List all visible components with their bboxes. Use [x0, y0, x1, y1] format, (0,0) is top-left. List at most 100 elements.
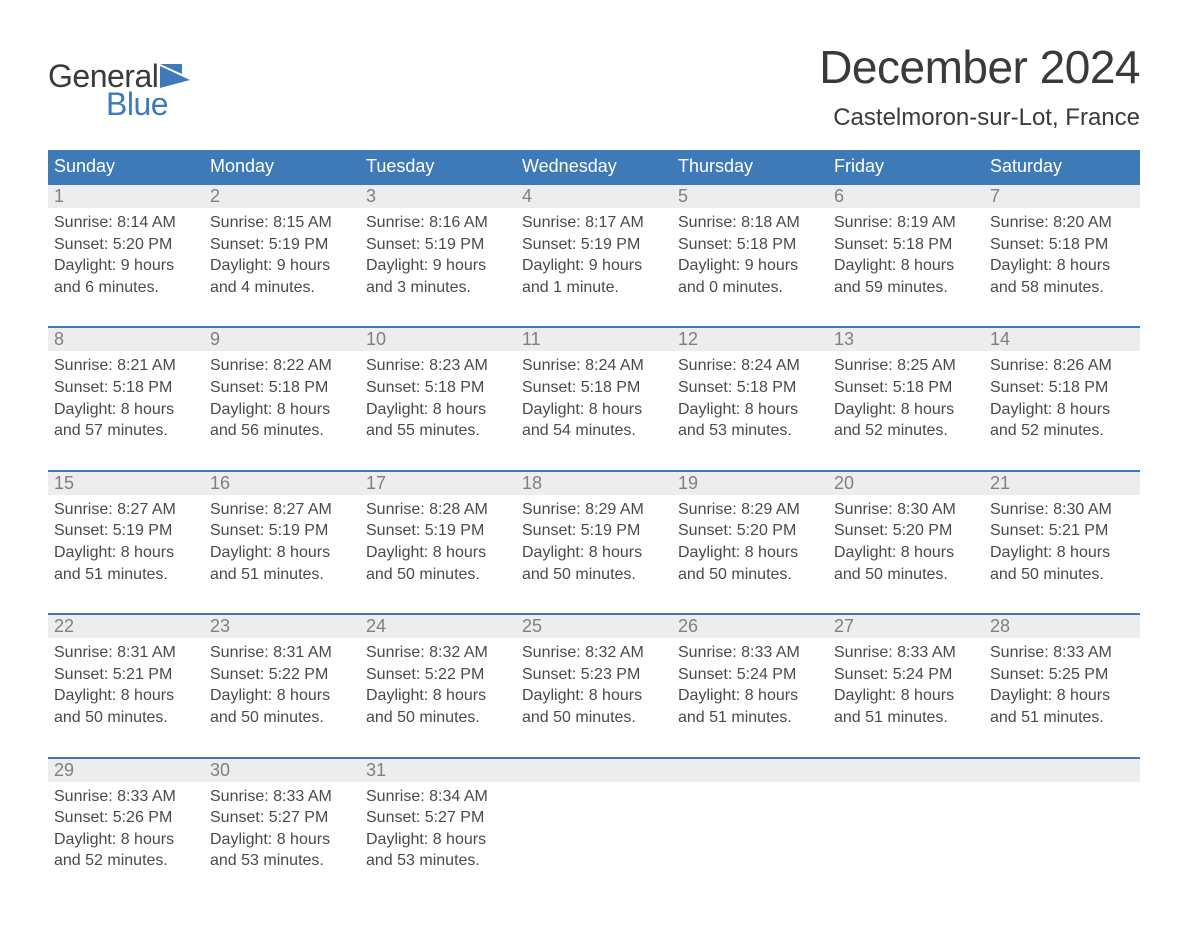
sunset-text: Sunset: 5:20 PM [678, 520, 822, 542]
daylight-line2: and 53 minutes. [210, 850, 354, 872]
sunset-text: Sunset: 5:18 PM [990, 377, 1134, 399]
sunrise-text: Sunrise: 8:24 AM [678, 355, 822, 377]
day-cell: Sunrise: 8:23 AMSunset: 5:18 PMDaylight:… [360, 351, 516, 441]
sunset-text: Sunset: 5:18 PM [990, 234, 1134, 256]
title-block: December 2024 Castelmoron-sur-Lot, Franc… [819, 40, 1140, 132]
day-cell: Sunrise: 8:33 AMSunset: 5:25 PMDaylight:… [984, 638, 1140, 728]
daylight-line1: Daylight: 8 hours [678, 542, 822, 564]
daylight-line2: and 58 minutes. [990, 277, 1134, 299]
day-cell [516, 782, 672, 872]
day-number-row: 293031 [48, 759, 1140, 782]
sunrise-text: Sunrise: 8:25 AM [834, 355, 978, 377]
weekday-label: Friday [828, 150, 984, 183]
sunrise-text: Sunrise: 8:19 AM [834, 212, 978, 234]
day-cell: Sunrise: 8:14 AMSunset: 5:20 PMDaylight:… [48, 208, 204, 298]
daylight-line2: and 53 minutes. [678, 420, 822, 442]
sunset-text: Sunset: 5:18 PM [834, 377, 978, 399]
day-cell: Sunrise: 8:33 AMSunset: 5:26 PMDaylight:… [48, 782, 204, 872]
daylight-line2: and 50 minutes. [522, 707, 666, 729]
day-number [516, 759, 672, 782]
sunset-text: Sunset: 5:19 PM [54, 520, 198, 542]
weekday-label: Thursday [672, 150, 828, 183]
daylight-line2: and 54 minutes. [522, 420, 666, 442]
daylight-line2: and 59 minutes. [834, 277, 978, 299]
header-area: General Blue December 2024 Castelmoron-s… [48, 40, 1140, 132]
daylight-line2: and 6 minutes. [54, 277, 198, 299]
sunrise-text: Sunrise: 8:32 AM [522, 642, 666, 664]
day-number-row: 15161718192021 [48, 472, 1140, 495]
day-number: 6 [828, 185, 984, 208]
day-cell: Sunrise: 8:33 AMSunset: 5:24 PMDaylight:… [672, 638, 828, 728]
day-number [984, 759, 1140, 782]
sunrise-text: Sunrise: 8:24 AM [522, 355, 666, 377]
week-row: 15161718192021Sunrise: 8:27 AMSunset: 5:… [48, 470, 1140, 585]
sunrise-text: Sunrise: 8:33 AM [678, 642, 822, 664]
daylight-line1: Daylight: 8 hours [366, 399, 510, 421]
day-number: 27 [828, 615, 984, 638]
day-number: 19 [672, 472, 828, 495]
daylight-line1: Daylight: 8 hours [210, 542, 354, 564]
daylight-line2: and 50 minutes. [522, 564, 666, 586]
daylight-line2: and 4 minutes. [210, 277, 354, 299]
day-number: 13 [828, 328, 984, 351]
sunrise-text: Sunrise: 8:33 AM [990, 642, 1134, 664]
sunset-text: Sunset: 5:20 PM [834, 520, 978, 542]
day-cell: Sunrise: 8:33 AMSunset: 5:27 PMDaylight:… [204, 782, 360, 872]
day-cell: Sunrise: 8:26 AMSunset: 5:18 PMDaylight:… [984, 351, 1140, 441]
day-cell: Sunrise: 8:28 AMSunset: 5:19 PMDaylight:… [360, 495, 516, 585]
daylight-line1: Daylight: 8 hours [366, 542, 510, 564]
sunset-text: Sunset: 5:19 PM [210, 234, 354, 256]
sunset-text: Sunset: 5:24 PM [834, 664, 978, 686]
month-title: December 2024 [819, 40, 1140, 94]
day-number: 29 [48, 759, 204, 782]
daylight-line2: and 0 minutes. [678, 277, 822, 299]
day-number: 7 [984, 185, 1140, 208]
daylight-line2: and 55 minutes. [366, 420, 510, 442]
daylight-line1: Daylight: 8 hours [366, 685, 510, 707]
calendar-page: General Blue December 2024 Castelmoron-s… [0, 0, 1188, 932]
sunrise-text: Sunrise: 8:23 AM [366, 355, 510, 377]
sunset-text: Sunset: 5:24 PM [678, 664, 822, 686]
day-cell: Sunrise: 8:24 AMSunset: 5:18 PMDaylight:… [516, 351, 672, 441]
day-number-row: 22232425262728 [48, 615, 1140, 638]
sunset-text: Sunset: 5:20 PM [54, 234, 198, 256]
day-number-row: 1234567 [48, 185, 1140, 208]
weekday-label: Tuesday [360, 150, 516, 183]
daylight-line1: Daylight: 8 hours [210, 685, 354, 707]
sunset-text: Sunset: 5:18 PM [522, 377, 666, 399]
sunset-text: Sunset: 5:18 PM [210, 377, 354, 399]
sunset-text: Sunset: 5:22 PM [210, 664, 354, 686]
day-number: 10 [360, 328, 516, 351]
sunrise-text: Sunrise: 8:30 AM [990, 499, 1134, 521]
daylight-line1: Daylight: 8 hours [678, 399, 822, 421]
sunset-text: Sunset: 5:26 PM [54, 807, 198, 829]
sunrise-text: Sunrise: 8:32 AM [366, 642, 510, 664]
day-number: 21 [984, 472, 1140, 495]
daylight-line1: Daylight: 9 hours [522, 255, 666, 277]
day-number: 30 [204, 759, 360, 782]
sunrise-text: Sunrise: 8:26 AM [990, 355, 1134, 377]
day-cell: Sunrise: 8:32 AMSunset: 5:22 PMDaylight:… [360, 638, 516, 728]
sunrise-text: Sunrise: 8:31 AM [210, 642, 354, 664]
location-subtitle: Castelmoron-sur-Lot, France [819, 104, 1140, 132]
daylight-line2: and 53 minutes. [366, 850, 510, 872]
day-cell: Sunrise: 8:30 AMSunset: 5:21 PMDaylight:… [984, 495, 1140, 585]
sunset-text: Sunset: 5:21 PM [54, 664, 198, 686]
day-cell: Sunrise: 8:31 AMSunset: 5:21 PMDaylight:… [48, 638, 204, 728]
sunset-text: Sunset: 5:23 PM [522, 664, 666, 686]
logo-word-blue: Blue [48, 88, 194, 120]
daylight-line1: Daylight: 8 hours [210, 399, 354, 421]
sunset-text: Sunset: 5:19 PM [366, 234, 510, 256]
daylight-line1: Daylight: 8 hours [990, 542, 1134, 564]
daylight-line1: Daylight: 8 hours [522, 399, 666, 421]
calendar-grid: Sunday Monday Tuesday Wednesday Thursday… [48, 150, 1140, 872]
day-cell: Sunrise: 8:16 AMSunset: 5:19 PMDaylight:… [360, 208, 516, 298]
daylight-line1: Daylight: 8 hours [54, 685, 198, 707]
day-number: 16 [204, 472, 360, 495]
daylight-line1: Daylight: 8 hours [834, 685, 978, 707]
week-row: 22232425262728Sunrise: 8:31 AMSunset: 5:… [48, 613, 1140, 728]
day-number: 23 [204, 615, 360, 638]
day-number: 14 [984, 328, 1140, 351]
daylight-line1: Daylight: 8 hours [366, 829, 510, 851]
sunset-text: Sunset: 5:18 PM [834, 234, 978, 256]
